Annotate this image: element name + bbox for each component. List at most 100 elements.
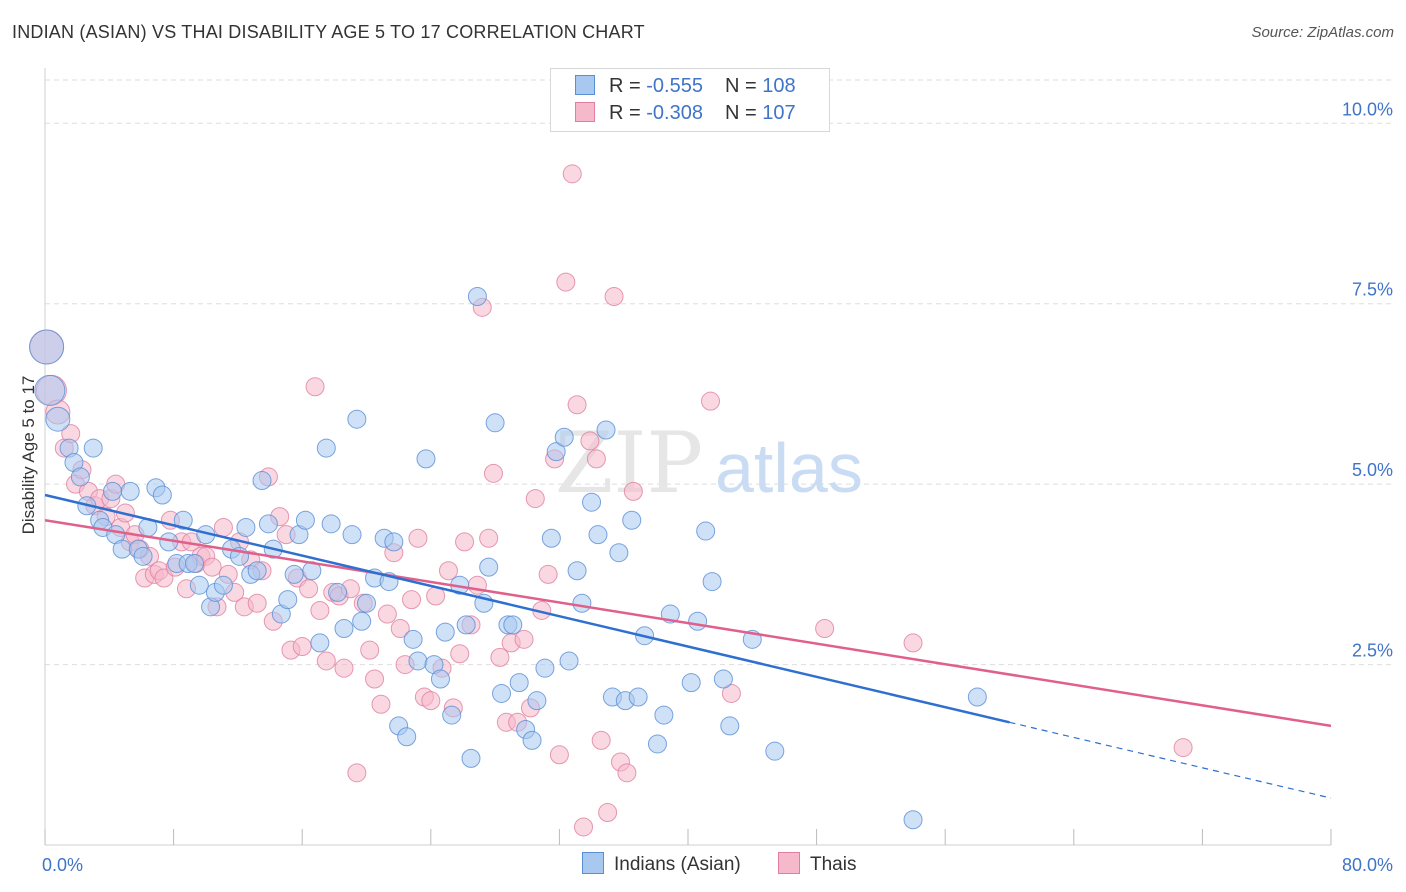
indians-point: [554, 427, 574, 447]
indians-point: [384, 532, 404, 552]
indians-point: [492, 683, 512, 703]
indians-point: [467, 287, 487, 307]
tick-labels: 2.5% 5.0% 7.5% 10.0% 0.0% 80.0%: [42, 99, 1393, 875]
legend-row-thais: R = -0.308 N = 107: [575, 102, 796, 126]
legend-n-label: N =: [724, 75, 763, 97]
indians-point: [609, 543, 629, 563]
thais-point: [815, 618, 835, 638]
watermark-atlas: atlas: [715, 429, 863, 507]
indians-point: [416, 449, 436, 469]
thais-point: [292, 637, 312, 657]
indians-point: [70, 467, 90, 487]
indians-point: [189, 575, 209, 595]
indians-point: [236, 517, 256, 537]
indians-point: [342, 525, 362, 545]
thais-point: [390, 618, 410, 638]
y-tick-label: 7.5%: [1352, 280, 1393, 300]
correlation-legend: R = -0.555 N = 108 R = -0.308 N = 107: [550, 68, 830, 132]
thais-point: [299, 579, 319, 599]
indians-point: [572, 593, 592, 613]
thais-point: [479, 528, 499, 548]
thais-point: [371, 694, 391, 714]
legend-r-label: R =: [609, 102, 647, 124]
indians-trend-extension: [1009, 721, 1332, 799]
thais-point: [580, 431, 600, 451]
thais-point: [574, 817, 594, 837]
chart-source: Source: ZipAtlas.com: [1251, 24, 1394, 41]
x-tick-label-max: 80.0%: [1342, 855, 1393, 875]
indians-points: [29, 287, 987, 830]
chart-title: INDIAN (ASIAN) VS THAI DISABILITY AGE 5 …: [12, 22, 645, 42]
thais-point: [455, 532, 475, 552]
indians-point: [83, 438, 103, 458]
indians-point: [45, 406, 71, 432]
indians-point: [681, 673, 701, 693]
legend-label-thais: Thais: [810, 854, 857, 875]
legend-n-label: N =: [724, 102, 763, 124]
indians-point: [628, 687, 648, 707]
thais-point: [421, 691, 441, 711]
indians-point: [688, 611, 708, 631]
indians-point: [247, 561, 267, 581]
legend-n-value: 108: [762, 75, 796, 97]
indians-point: [479, 557, 499, 577]
thais-point: [402, 590, 422, 610]
indians-point: [582, 492, 602, 512]
indians-point: [713, 669, 733, 689]
thais-point: [598, 803, 618, 823]
indians-point: [328, 582, 348, 602]
indians-point: [541, 528, 561, 548]
indians-point: [120, 481, 140, 501]
thais-point: [617, 763, 637, 783]
indians-point: [567, 561, 587, 581]
indians-point: [403, 629, 423, 649]
pink-swatch: [575, 102, 595, 122]
indians-point: [509, 673, 529, 693]
thais-point: [538, 564, 558, 584]
thais-point: [721, 683, 741, 703]
thais-point: [490, 647, 510, 667]
y-axis-title: Disability Age 5 to 17: [19, 376, 38, 535]
indians-point: [357, 593, 376, 613]
indians-point: [435, 622, 455, 642]
indians-point: [546, 442, 566, 462]
indians-point: [903, 810, 923, 830]
indians-point: [485, 413, 505, 433]
thais-point: [562, 164, 582, 184]
y-tick-label: 10.0%: [1342, 99, 1393, 119]
thais-point: [1173, 738, 1193, 758]
thais-point: [450, 644, 470, 664]
thais-point: [305, 377, 325, 397]
indians-point: [152, 485, 172, 505]
legend-n-value: 107: [762, 102, 796, 124]
legend-label-indians: Indians (Asian): [614, 854, 741, 875]
thais-point: [377, 604, 397, 624]
thais-point: [438, 561, 458, 581]
thais-point: [525, 489, 545, 509]
thais-point: [213, 517, 233, 537]
indians-point: [647, 734, 667, 754]
blue-swatch: [582, 852, 604, 874]
indians-point: [284, 564, 304, 584]
indians-point: [352, 611, 372, 631]
indians-point: [184, 554, 204, 574]
indians-point: [321, 514, 341, 534]
indians-point: [34, 374, 66, 406]
indians-point: [503, 615, 523, 635]
trend-lines: [44, 493, 1332, 799]
indians-point: [527, 691, 547, 711]
thais-point: [408, 528, 428, 548]
pink-swatch: [778, 852, 800, 874]
thais-point: [604, 287, 624, 307]
thais-point: [247, 593, 267, 613]
indians-point: [967, 687, 987, 707]
indians-point: [278, 590, 298, 610]
x-tick-label-min: 0.0%: [42, 855, 83, 875]
indians-point: [347, 409, 367, 429]
thais-point: [334, 658, 354, 678]
thais-point: [549, 745, 569, 765]
legend-r-value: -0.308: [646, 102, 703, 124]
thais-point: [360, 640, 380, 660]
indians-point: [702, 572, 722, 592]
indians-point: [522, 730, 542, 750]
